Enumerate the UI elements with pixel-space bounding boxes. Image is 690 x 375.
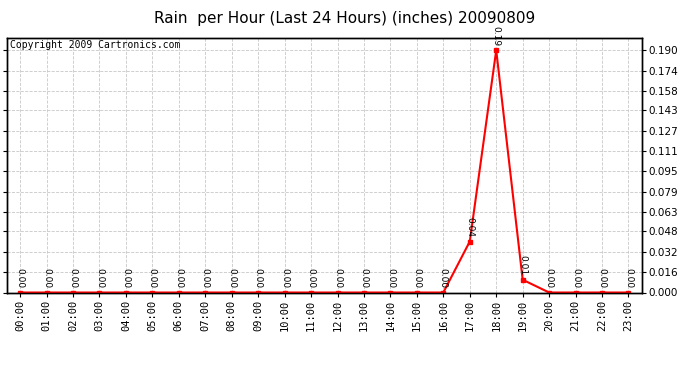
Text: 0.00: 0.00 [16,268,25,288]
Text: 0.00: 0.00 [42,268,51,288]
Text: 0.19: 0.19 [492,26,501,46]
Text: 0.00: 0.00 [333,268,342,288]
Text: 0.00: 0.00 [359,268,368,288]
Text: 0.04: 0.04 [465,217,474,237]
Text: 0.00: 0.00 [121,268,130,288]
Text: 0.00: 0.00 [254,268,263,288]
Text: 0.00: 0.00 [201,268,210,288]
Text: 0.01: 0.01 [518,255,527,276]
Text: 0.00: 0.00 [306,268,315,288]
Text: 0.00: 0.00 [175,268,184,288]
Text: 0.00: 0.00 [571,268,580,288]
Text: 0.00: 0.00 [148,268,157,288]
Text: 0.00: 0.00 [68,268,77,288]
Text: Copyright 2009 Cartronics.com: Copyright 2009 Cartronics.com [10,40,181,50]
Text: 0.00: 0.00 [624,268,633,288]
Text: 0.00: 0.00 [598,268,607,288]
Text: 0.00: 0.00 [280,268,289,288]
Text: 0.00: 0.00 [227,268,236,288]
Text: 0.00: 0.00 [544,268,553,288]
Text: 0.00: 0.00 [413,268,422,288]
Text: 0.00: 0.00 [386,268,395,288]
Text: Rain  per Hour (Last 24 Hours) (inches) 20090809: Rain per Hour (Last 24 Hours) (inches) 2… [155,11,535,26]
Text: 0.00: 0.00 [95,268,104,288]
Text: 0.00: 0.00 [439,268,448,288]
